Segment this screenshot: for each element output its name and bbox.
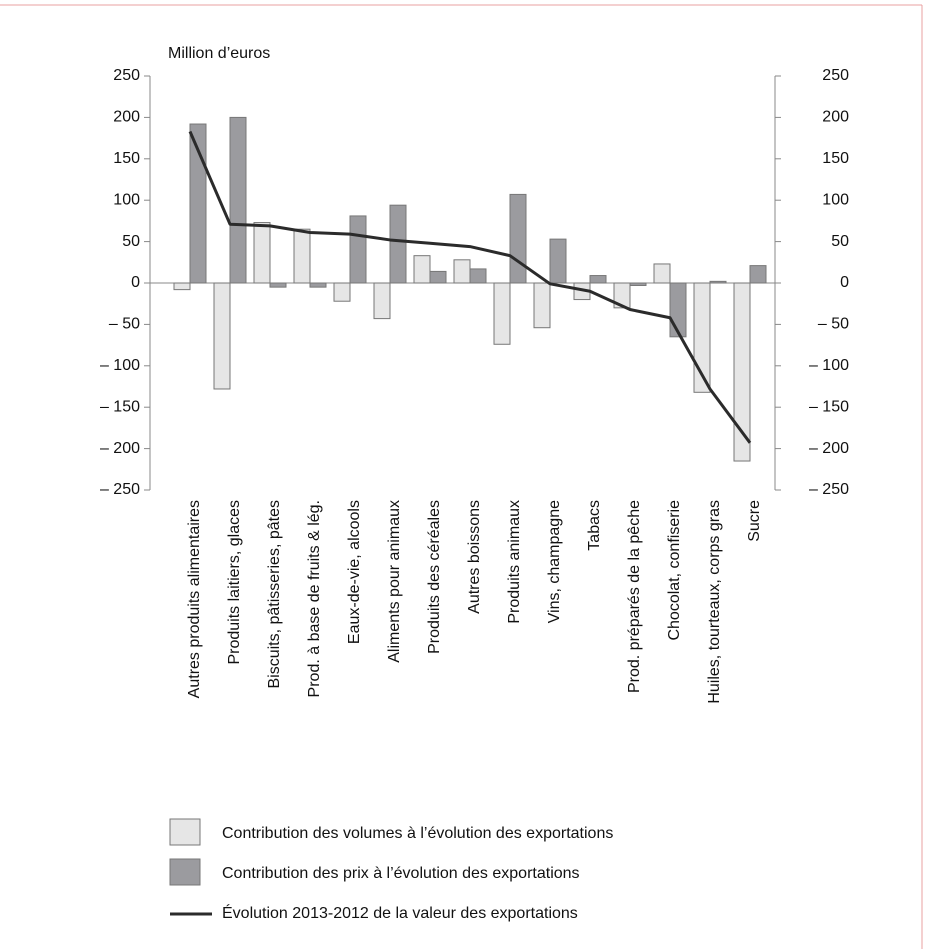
bar <box>653 263 671 284</box>
bar <box>453 259 471 284</box>
y-tick-label: 250 <box>113 67 140 84</box>
bar <box>213 282 231 390</box>
y2-tick-label: – 50 <box>818 316 849 333</box>
bar <box>373 282 391 320</box>
y2-tick-label: 150 <box>822 150 849 167</box>
x-tick-label: Autres produits alimentaires <box>186 500 203 698</box>
x-tick-label: Vins, champagne <box>546 500 563 623</box>
bar <box>733 282 751 462</box>
legend-swatch <box>169 818 201 846</box>
y2-tick-label: 0 <box>840 274 849 291</box>
y2-tick-label: – 100 <box>809 357 849 374</box>
x-tick-label: Tabacs <box>586 500 603 551</box>
x-tick-label: Chocolat, confiserie <box>666 500 683 641</box>
line <box>188 130 752 444</box>
bar <box>429 270 447 284</box>
y2-tick-label: – 150 <box>809 398 849 415</box>
y-tick-label: – 250 <box>100 481 140 498</box>
legend-swatch <box>169 858 201 886</box>
bar <box>293 228 311 284</box>
y2-tick-label: 100 <box>822 191 849 208</box>
y-tick-label: 0 <box>131 274 140 291</box>
bar <box>509 193 527 284</box>
y-tick-label: – 100 <box>100 357 140 374</box>
y-tick-label: 100 <box>113 191 140 208</box>
y-tick-label: 150 <box>113 150 140 167</box>
bar <box>709 280 727 284</box>
y2-tick-label: – 200 <box>809 440 849 457</box>
y-tick-label: – 150 <box>100 398 140 415</box>
bar <box>269 282 287 288</box>
bar <box>349 215 367 284</box>
x-tick-label: Prod. préparés de la pêche <box>626 500 643 693</box>
x-tick-label: Produits des céréales <box>426 500 443 654</box>
y-tick-label: – 50 <box>109 316 140 333</box>
bar <box>173 282 191 291</box>
y-tick-label: – 200 <box>100 440 140 457</box>
bar <box>629 282 647 286</box>
bar <box>253 222 271 284</box>
bar <box>229 116 247 284</box>
bar <box>749 265 767 284</box>
bar <box>549 238 567 284</box>
y-axis-label: Million d’euros <box>168 45 270 62</box>
legend-label: Contribution des prix à l’évolution des … <box>222 865 580 882</box>
y2-tick-label: 50 <box>831 233 849 250</box>
x-tick-label: Produits laitiers, glaces <box>226 500 243 665</box>
x-tick-label: Aliments pour animaux <box>386 500 403 663</box>
x-tick-label: Produits animaux <box>506 500 523 624</box>
legend-label: Évolution 2013-2012 de la valeur des exp… <box>222 903 578 922</box>
x-tick-label: Autres boissons <box>466 500 483 614</box>
bar <box>589 275 607 284</box>
y2-tick-label: 200 <box>822 109 849 126</box>
legend-label: Contribution des volumes à l’évolution d… <box>222 825 613 842</box>
bar <box>189 123 207 284</box>
bar <box>333 282 351 302</box>
x-tick-label: Biscuits, pâtisseries, pâtes <box>266 500 283 689</box>
x-tick-label: Huiles, tourteaux, corps gras <box>706 500 723 704</box>
x-tick-label: Prod. à base de fruits & lég. <box>306 500 323 697</box>
y-tick-label: 50 <box>122 233 140 250</box>
x-tick-label: Sucre <box>746 500 763 542</box>
bar <box>413 255 431 284</box>
bar <box>493 282 511 345</box>
x-tick-label: Eaux-de-vie, alcools <box>346 500 363 644</box>
bar <box>613 282 631 309</box>
y2-tick-label: – 250 <box>809 481 849 498</box>
bar <box>389 204 407 284</box>
y-tick-label: 200 <box>113 109 140 126</box>
bar <box>469 268 487 284</box>
bar <box>309 282 327 288</box>
y2-tick-label: 250 <box>822 67 849 84</box>
bar <box>669 282 687 338</box>
bar <box>533 282 551 329</box>
